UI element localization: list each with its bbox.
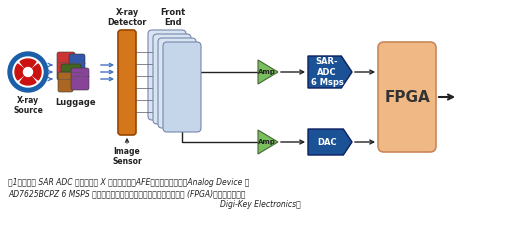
Polygon shape bbox=[28, 64, 41, 80]
Text: Image
Sensor: Image Sensor bbox=[112, 147, 142, 166]
FancyBboxPatch shape bbox=[148, 30, 186, 120]
Text: Digi-Key Electronics）: Digi-Key Electronics） bbox=[219, 200, 301, 209]
FancyBboxPatch shape bbox=[57, 52, 75, 80]
FancyBboxPatch shape bbox=[71, 68, 89, 90]
Circle shape bbox=[13, 57, 43, 87]
Polygon shape bbox=[258, 130, 278, 154]
Polygon shape bbox=[308, 56, 352, 88]
Circle shape bbox=[8, 52, 48, 92]
FancyBboxPatch shape bbox=[58, 72, 73, 92]
Text: Front
End: Front End bbox=[160, 8, 186, 27]
Polygon shape bbox=[20, 72, 36, 85]
Polygon shape bbox=[308, 129, 352, 155]
Text: AD7625BCPZ 6 MSPS 转换器，以及用于获得转换结果的数字接收器 (FPGA)。（图片来源：: AD7625BCPZ 6 MSPS 转换器，以及用于获得转换结果的数字接收器 (… bbox=[8, 189, 245, 198]
Polygon shape bbox=[258, 60, 278, 84]
Text: 图1：该示例 SAR ADC 信号链包括 X 射线探测器、AFE、放大器驱动器、Analog Device 的: 图1：该示例 SAR ADC 信号链包括 X 射线探测器、AFE、放大器驱动器、… bbox=[8, 178, 250, 187]
Circle shape bbox=[23, 67, 32, 76]
FancyBboxPatch shape bbox=[163, 42, 201, 132]
Text: X-ray
Detector: X-ray Detector bbox=[107, 8, 147, 27]
FancyBboxPatch shape bbox=[158, 38, 196, 128]
Polygon shape bbox=[20, 59, 36, 72]
Text: X-ray
Source: X-ray Source bbox=[13, 96, 43, 115]
Text: SAR-
ADC
6 Msps: SAR- ADC 6 Msps bbox=[310, 57, 343, 87]
FancyBboxPatch shape bbox=[153, 34, 191, 124]
Text: Amp: Amp bbox=[258, 139, 276, 145]
Text: DAC: DAC bbox=[317, 137, 337, 146]
FancyBboxPatch shape bbox=[61, 64, 81, 88]
FancyBboxPatch shape bbox=[69, 54, 85, 80]
Text: Luggage: Luggage bbox=[56, 98, 96, 107]
Text: FPGA: FPGA bbox=[384, 89, 430, 105]
FancyBboxPatch shape bbox=[378, 42, 436, 152]
FancyBboxPatch shape bbox=[118, 30, 136, 135]
Polygon shape bbox=[15, 64, 28, 80]
Text: Amp: Amp bbox=[258, 69, 276, 75]
